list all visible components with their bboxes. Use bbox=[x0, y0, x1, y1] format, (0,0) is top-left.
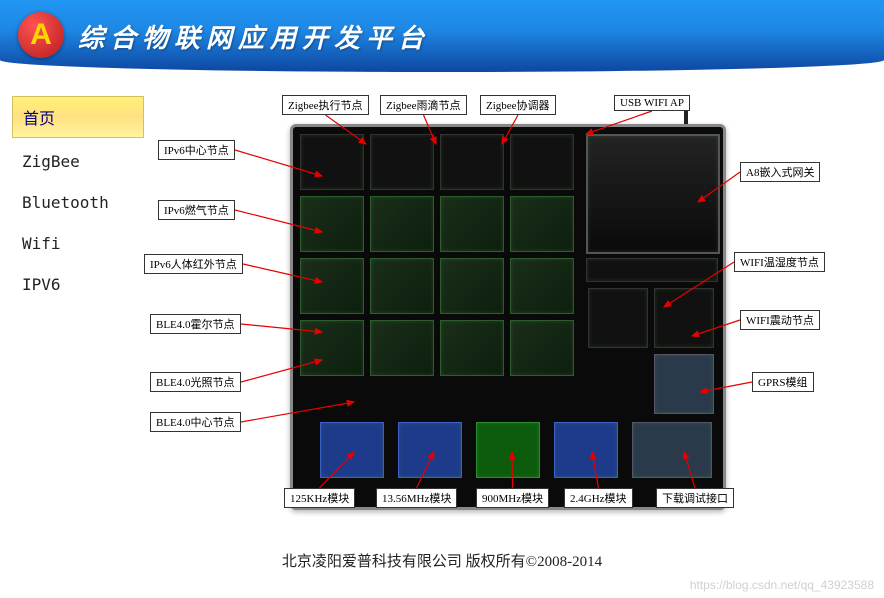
module-r0c2 bbox=[440, 134, 504, 190]
module-r1c0 bbox=[300, 196, 364, 252]
bottom-mod-3 bbox=[554, 422, 618, 478]
gprs-mod bbox=[654, 354, 714, 414]
callout-label: Zigbee雨滴节点 bbox=[380, 95, 467, 115]
callout-label: Zigbee协调器 bbox=[480, 95, 556, 115]
callout-label: A8嵌入式网关 bbox=[740, 162, 820, 182]
module-r3c1 bbox=[370, 320, 434, 376]
page-title: 综合物联网应用开发平台 bbox=[78, 18, 430, 55]
callout-label: 125KHz模块 bbox=[284, 488, 355, 508]
bottom-mod-2 bbox=[476, 422, 540, 478]
module-r1c3 bbox=[510, 196, 574, 252]
wifi-mod-1 bbox=[654, 288, 714, 348]
callout-label: BLE4.0中心节点 bbox=[150, 412, 241, 432]
callout-label: 13.56MHz模块 bbox=[376, 488, 457, 508]
header-banner: A 综合物联网应用开发平台 bbox=[0, 0, 884, 74]
bottom-mod-4 bbox=[632, 422, 712, 478]
module-r0c0 bbox=[300, 134, 364, 190]
module-r2c1 bbox=[370, 258, 434, 314]
callout-label: WIFI温湿度节点 bbox=[734, 252, 825, 272]
lcd-screen bbox=[586, 134, 720, 254]
module-r3c2 bbox=[440, 320, 504, 376]
callout-label: USB WIFI AP bbox=[614, 95, 690, 111]
nav-item-4[interactable]: IPV6 bbox=[12, 267, 144, 302]
callout-label: Zigbee执行节点 bbox=[282, 95, 369, 115]
callout-label: 下载调试接口 bbox=[656, 488, 734, 508]
callout-label: WIFI震动节点 bbox=[740, 310, 820, 330]
wifi-mod-0 bbox=[588, 288, 648, 348]
bottom-mod-0 bbox=[320, 422, 384, 478]
nav-item-2[interactable]: Bluetooth bbox=[12, 185, 144, 220]
logo-letter: A bbox=[30, 18, 52, 52]
bottom-mod-1 bbox=[398, 422, 462, 478]
callout-label: IPv6燃气节点 bbox=[158, 200, 235, 220]
io-strip bbox=[586, 258, 718, 282]
module-r2c0 bbox=[300, 258, 364, 314]
module-r1c2 bbox=[440, 196, 504, 252]
watermark: https://blog.csdn.net/qq_43923588 bbox=[690, 578, 874, 592]
callout-label: GPRS模组 bbox=[752, 372, 814, 392]
module-r2c3 bbox=[510, 258, 574, 314]
nav-item-1[interactable]: ZigBee bbox=[12, 144, 144, 179]
module-r2c2 bbox=[440, 258, 504, 314]
module-r0c1 bbox=[370, 134, 434, 190]
logo-badge: A bbox=[18, 12, 64, 58]
callout-label: BLE4.0光照节点 bbox=[150, 372, 241, 392]
nav-item-3[interactable]: Wifi bbox=[12, 226, 144, 261]
callout-label: IPv6人体红外节点 bbox=[144, 254, 243, 274]
module-r1c1 bbox=[370, 196, 434, 252]
nav-item-0[interactable]: 首页 bbox=[12, 96, 144, 138]
callout-label: 900MHz模块 bbox=[476, 488, 549, 508]
board-diagram: Zigbee执行节点 Zigbee雨滴节点 Zigbee协调器 USB WIFI AP… bbox=[144, 92, 866, 544]
callout-label: BLE4.0霍尔节点 bbox=[150, 314, 241, 334]
module-r0c3 bbox=[510, 134, 574, 190]
callout-label: IPv6中心节点 bbox=[158, 140, 235, 160]
footer-copyright: 北京凌阳爱普科技有限公司 版权所有©2008-2014 bbox=[0, 544, 884, 571]
callout-label: 2.4GHz模块 bbox=[564, 488, 633, 508]
module-r3c3 bbox=[510, 320, 574, 376]
module-r3c0 bbox=[300, 320, 364, 376]
sidebar-nav: 首页 ZigBee Bluetooth Wifi IPV6 bbox=[0, 74, 144, 544]
